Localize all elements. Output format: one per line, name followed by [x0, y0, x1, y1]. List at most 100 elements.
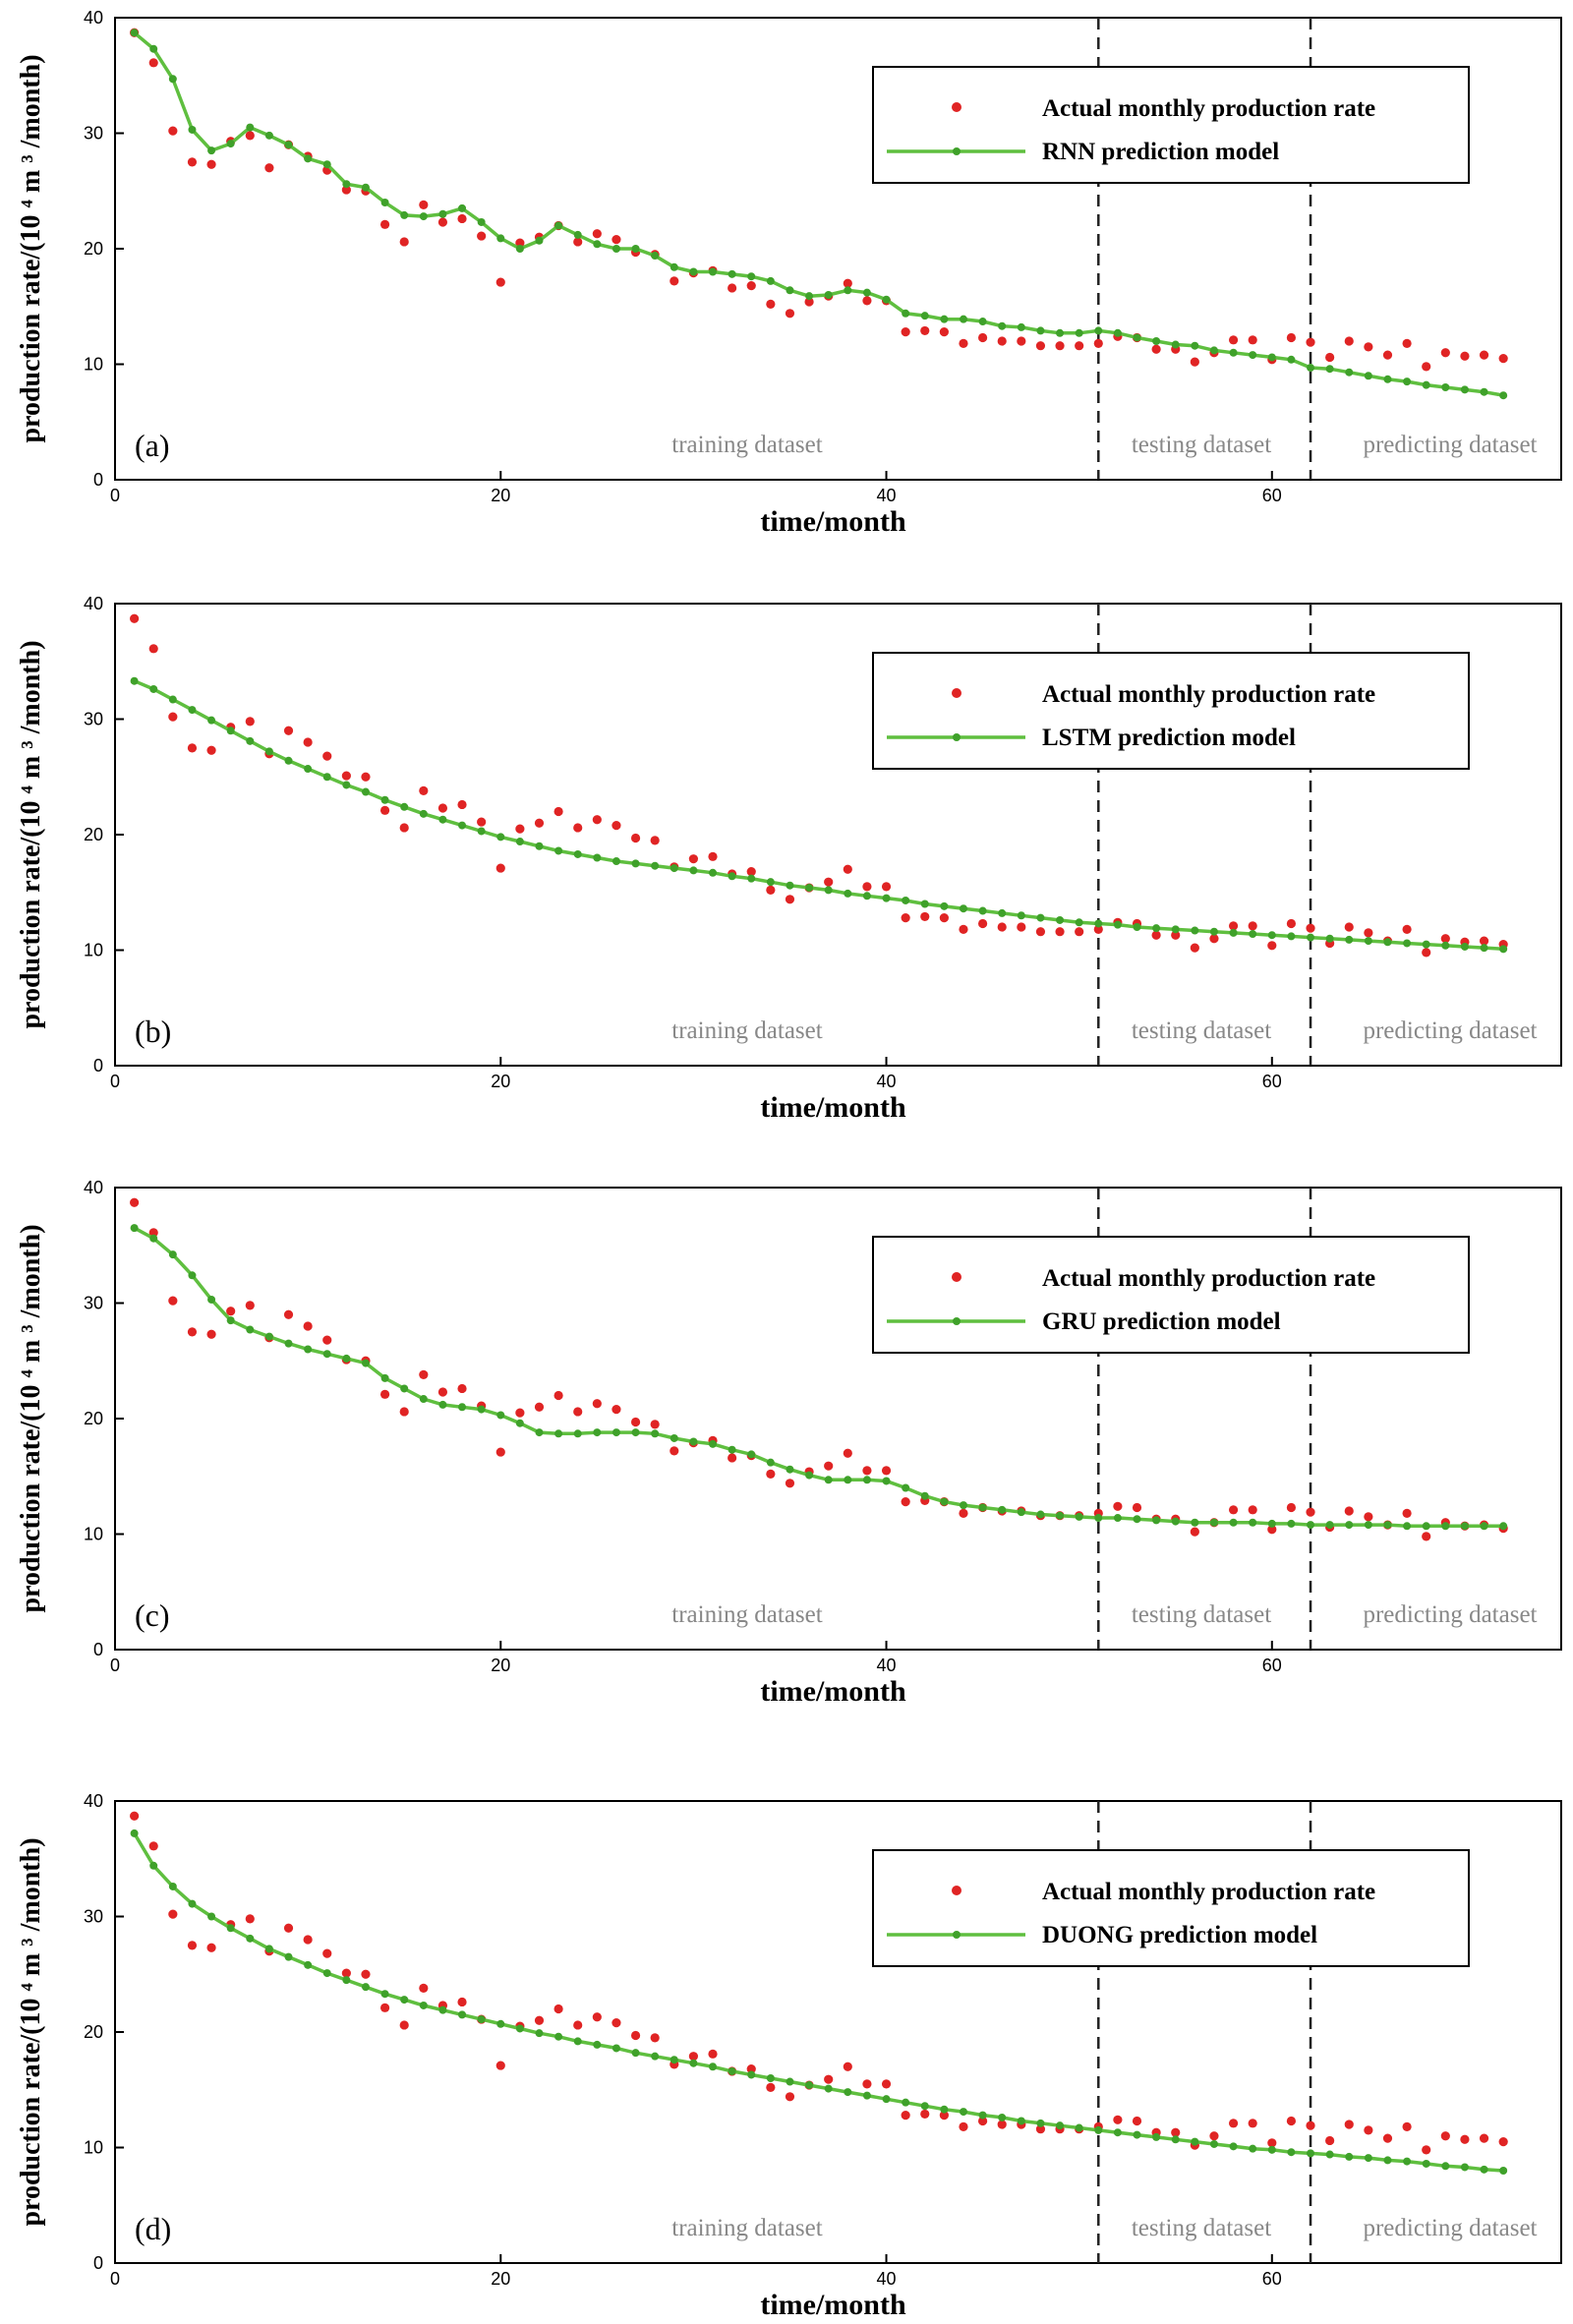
data-point	[495, 1447, 505, 1457]
model-point	[670, 1433, 678, 1442]
model-point	[1325, 1521, 1334, 1530]
model-point	[1191, 2137, 1199, 2146]
data-point	[862, 1466, 872, 1476]
model-point	[709, 868, 718, 877]
model-point	[246, 1325, 255, 1334]
legend-actual-label: Actual monthly production rate	[1042, 1879, 1375, 1905]
data-point	[1190, 357, 1199, 367]
model-point	[207, 1912, 216, 1921]
data-point	[592, 1399, 602, 1409]
model-point	[902, 896, 910, 904]
data-point	[399, 2020, 409, 2030]
model-point	[1209, 1518, 1218, 1527]
model-point	[458, 821, 467, 830]
model-point	[380, 199, 389, 206]
model-point	[515, 245, 524, 253]
data-point	[1228, 921, 1239, 931]
data-point	[379, 219, 390, 229]
model-point	[400, 802, 409, 811]
model-point	[824, 886, 833, 895]
data-point	[245, 1301, 255, 1310]
data-point	[920, 2109, 930, 2120]
model-point	[1287, 2148, 1296, 2157]
model-point	[304, 154, 313, 163]
legend-actual-marker	[952, 1272, 961, 1282]
model-point	[1094, 326, 1103, 335]
data-point	[341, 771, 351, 781]
model-point	[1094, 919, 1103, 928]
model-point	[535, 236, 544, 245]
model-point	[902, 309, 910, 318]
data-point	[1306, 923, 1315, 933]
model-point	[1152, 337, 1161, 345]
x-tick-label: 0	[110, 1656, 120, 1675]
data-point	[978, 332, 988, 343]
data-point	[148, 1841, 158, 1851]
model-point	[496, 833, 505, 842]
model-point	[1307, 933, 1315, 942]
model-point	[1036, 326, 1045, 335]
data-point	[1344, 336, 1354, 346]
data-point	[341, 185, 351, 195]
model-point	[1383, 938, 1392, 947]
model-point	[207, 716, 216, 725]
model-point	[1345, 368, 1354, 377]
region-label: testing dataset	[1132, 1601, 1271, 1628]
model-point	[1056, 915, 1065, 924]
data-point	[1171, 2127, 1181, 2137]
model-point	[920, 900, 929, 908]
data-point	[283, 1923, 294, 1933]
y-tick-label: 20	[84, 2022, 103, 2042]
data-point	[630, 1417, 641, 1427]
data-point	[959, 2121, 968, 2131]
legend: Actual monthly production rate LSTM predi…	[872, 652, 1470, 770]
data-point	[399, 237, 409, 247]
model-point	[1480, 2165, 1488, 2174]
data-point	[1286, 918, 1297, 929]
y-tick-label: 0	[93, 2253, 103, 2273]
data-point	[457, 799, 467, 810]
model-point	[342, 781, 351, 789]
data-point	[612, 235, 621, 245]
data-point	[245, 717, 255, 726]
model-point	[1152, 1516, 1161, 1525]
legend-model-marker	[953, 1931, 961, 1939]
data-point	[515, 238, 525, 248]
series-model	[130, 1829, 1508, 2175]
model-point	[419, 2001, 428, 2009]
data-point	[1286, 1502, 1297, 1513]
data-point	[573, 237, 583, 247]
model-point	[1171, 340, 1180, 349]
data-point	[130, 613, 140, 623]
model-point	[342, 180, 351, 189]
model-point	[419, 212, 428, 221]
model-point	[264, 1332, 273, 1341]
model-point	[1267, 353, 1276, 362]
legend-model-label: RNN prediction model	[1042, 139, 1279, 165]
y-tick-label: 20	[84, 1409, 103, 1428]
model-point	[1249, 930, 1257, 939]
model-point	[1056, 328, 1065, 337]
model-point	[438, 209, 447, 218]
model-point	[554, 1429, 563, 1438]
data-point	[959, 338, 968, 348]
data-point	[399, 823, 409, 833]
region-label: training dataset	[671, 432, 822, 458]
y-tick-label: 0	[93, 1640, 103, 1659]
model-point	[1325, 365, 1334, 374]
model-point	[1403, 378, 1412, 386]
data-point	[959, 1508, 968, 1518]
model-point	[1171, 2135, 1180, 2144]
data-point	[997, 336, 1007, 346]
model-point	[458, 1403, 467, 1412]
model-point	[1133, 923, 1141, 931]
model-point	[304, 1345, 313, 1354]
region-label: predicting dataset	[1363, 432, 1537, 458]
model-point	[1017, 911, 1025, 920]
model-point	[786, 2077, 794, 2086]
model-point	[554, 2032, 563, 2041]
data-point	[862, 2079, 872, 2089]
y-axis-title: production rate/(10 ⁴ m ³ /month)	[16, 54, 46, 442]
model-point	[168, 1250, 177, 1259]
chart-panel-b: 0 20 40 60 0 10 20 30 40 training dataset testing …	[16, 594, 1562, 1124]
